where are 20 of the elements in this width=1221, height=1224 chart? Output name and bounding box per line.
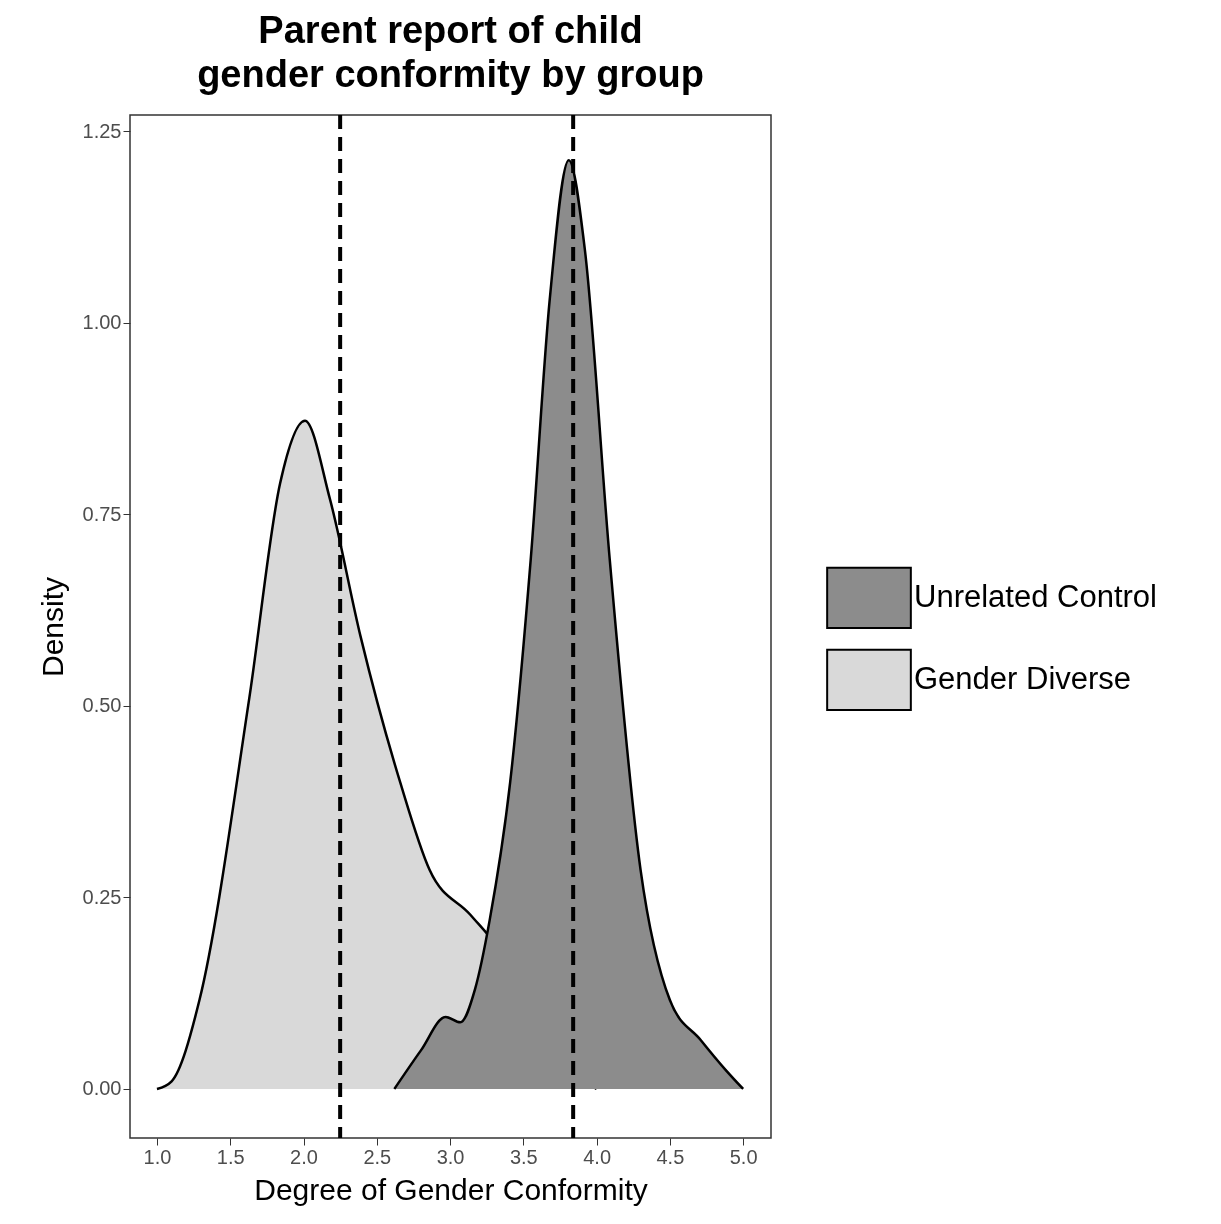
y-tick-label: 0.75 <box>82 502 122 525</box>
x-tick-label: 3.0 <box>436 1145 465 1168</box>
x-tick-label: 2.0 <box>290 1145 318 1168</box>
x-tick-label: 3.5 <box>509 1145 538 1168</box>
y-tick-label: 1.25 <box>82 119 122 142</box>
y-tick-label: 0.25 <box>82 885 122 908</box>
legend-label: Unrelated Control <box>914 578 1157 614</box>
x-tick-label: 2.5 <box>363 1145 392 1168</box>
x-tick-label: 1.0 <box>143 1145 172 1168</box>
y-tick-label: 0.00 <box>82 1077 122 1100</box>
y-axis-title: Density <box>35 576 69 678</box>
legend-label: Gender Diverse <box>914 660 1132 696</box>
y-tick-label: 0.50 <box>82 694 122 717</box>
y-tick-label: 1.00 <box>82 311 122 334</box>
x-tick-label: 1.5 <box>216 1145 245 1168</box>
x-axis-title: Degree of Gender Conformity <box>254 1172 648 1206</box>
x-tick-label: 5.0 <box>729 1145 758 1168</box>
x-tick-label: 4.5 <box>656 1145 685 1168</box>
chart-title: Parent report of child gender conformity by group <box>197 9 704 95</box>
x-tick-label: 4.0 <box>583 1145 612 1168</box>
